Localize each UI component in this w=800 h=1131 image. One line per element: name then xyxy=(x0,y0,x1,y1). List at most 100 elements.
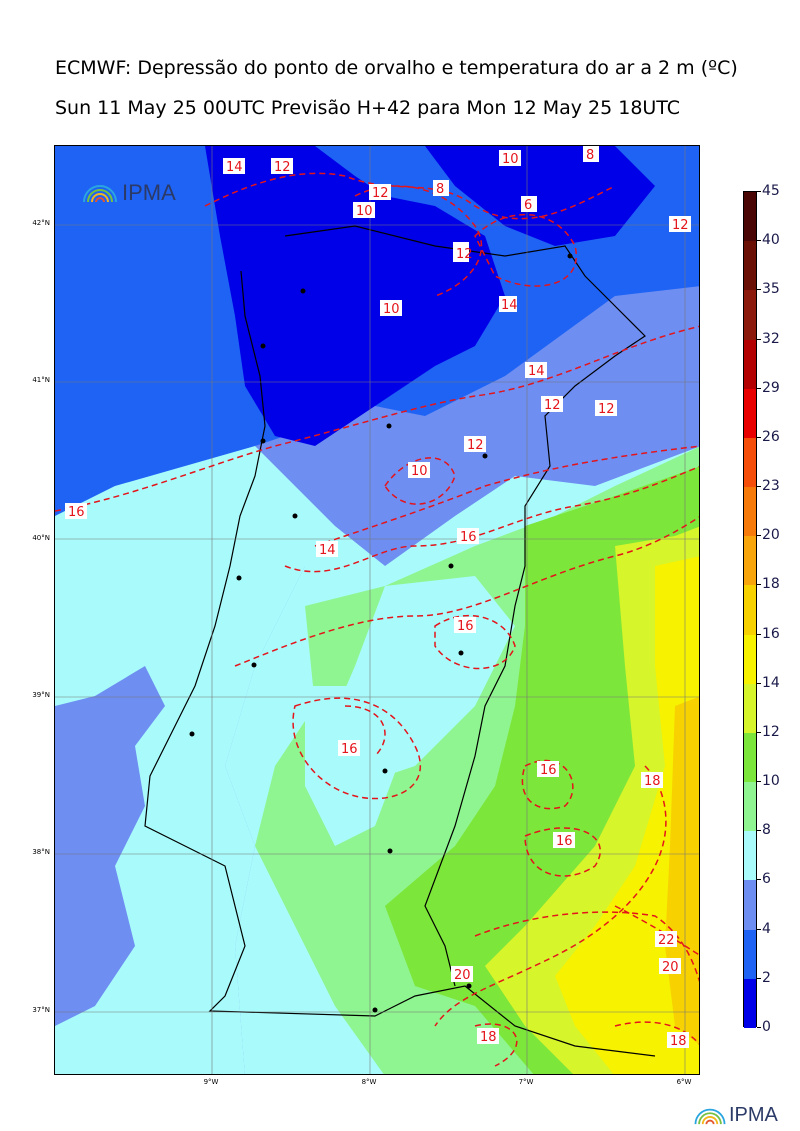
svg-text:12: 12 xyxy=(672,218,689,233)
colorbar-segment xyxy=(744,732,756,783)
colorbar-segment xyxy=(744,782,756,832)
city-dot xyxy=(482,453,488,459)
svg-text:16: 16 xyxy=(540,763,557,778)
lat-label: 38°N xyxy=(32,848,50,856)
colorbar-segment xyxy=(744,241,756,291)
colorbar-segment xyxy=(744,831,756,881)
contour-label: 10 xyxy=(499,150,521,167)
lon-label: 6°W xyxy=(676,1078,692,1086)
colorbar-segment xyxy=(744,487,756,537)
svg-text:16: 16 xyxy=(457,619,474,634)
city-dot xyxy=(372,1007,378,1013)
contour-label: 16 xyxy=(457,528,479,545)
contour-label: 6 xyxy=(521,196,537,213)
contour-label: 16 xyxy=(537,761,559,778)
svg-text:6: 6 xyxy=(524,198,532,213)
colorbar-tick xyxy=(757,731,761,733)
colorbar-tick xyxy=(757,830,761,832)
contour-label: 20 xyxy=(451,966,473,983)
colorbar-tick xyxy=(757,486,761,488)
region-dep-16-18 xyxy=(665,696,699,1045)
lat-label: 40°N xyxy=(32,534,50,542)
city-dot xyxy=(382,768,388,774)
lat-label: 41°N xyxy=(32,376,50,384)
region-ocean-west xyxy=(55,666,165,1026)
lat-label: 42°N xyxy=(32,219,50,227)
contour-label: 16 xyxy=(454,617,476,634)
svg-text:20: 20 xyxy=(454,968,471,983)
svg-text:8: 8 xyxy=(436,182,444,197)
region-dep-6-8-inland-2 xyxy=(305,686,405,846)
colorbar-label: 23 xyxy=(762,478,780,495)
lon-label: 9°W xyxy=(203,1078,219,1086)
colorbar-label: 4 xyxy=(762,920,771,937)
colorbar-tick xyxy=(757,781,761,783)
contour-label: 14 xyxy=(316,541,338,558)
colorbar-label: 14 xyxy=(762,674,780,691)
svg-text:18: 18 xyxy=(644,774,661,789)
colorbar-tick xyxy=(757,191,761,192)
contour-label: 10 xyxy=(380,300,402,317)
contour-label: 10 xyxy=(408,462,430,479)
city-dot xyxy=(260,438,266,444)
contour-label: 8 xyxy=(583,146,599,163)
colorbar-tick xyxy=(757,584,761,586)
colorbar-label: 2 xyxy=(762,969,771,986)
colorbar-label: 29 xyxy=(762,379,780,396)
contour-label: 12 xyxy=(271,158,293,175)
svg-text:10: 10 xyxy=(502,152,519,167)
colorbar-tick xyxy=(757,338,761,340)
contour-label: 16 xyxy=(553,832,575,849)
svg-text:8: 8 xyxy=(586,148,594,163)
colorbar-tick xyxy=(757,535,761,537)
colorbar-label: 10 xyxy=(762,773,780,790)
svg-text:14: 14 xyxy=(501,298,518,313)
colorbar-label: 20 xyxy=(762,527,780,544)
svg-text:20: 20 xyxy=(662,960,679,975)
ipma-map-logo: IPMA xyxy=(82,180,176,206)
contour-label: 22 xyxy=(655,931,677,948)
colorbar-segment xyxy=(744,978,756,1029)
border xyxy=(284,225,646,987)
colorbar-segment xyxy=(744,388,756,439)
city-dot xyxy=(387,848,393,854)
svg-text:12: 12 xyxy=(274,160,291,175)
colorbar-segment xyxy=(744,536,756,586)
contour-label: 12 xyxy=(541,396,563,413)
lat-label: 39°N xyxy=(32,691,50,699)
colorbar xyxy=(743,191,757,1029)
colorbar-segment xyxy=(744,634,756,685)
graticule xyxy=(55,146,699,1074)
lat-label: 37°N xyxy=(32,1006,50,1014)
svg-text:16: 16 xyxy=(556,834,573,849)
colorbar-label: 12 xyxy=(762,723,780,740)
forecast-map[interactable]: 14 12 10 8 6 10 12 8 12 12 10 14 14 12 1… xyxy=(54,145,700,1075)
city-dot xyxy=(567,253,573,259)
ipma-logo-icon xyxy=(694,1108,726,1124)
colorbar-segment xyxy=(744,339,756,390)
colorbar-segment xyxy=(744,929,756,980)
colorbar-tick xyxy=(757,682,761,684)
svg-text:18: 18 xyxy=(480,1030,497,1045)
colorbar-label: 8 xyxy=(762,822,771,839)
colorbar-label: 16 xyxy=(762,625,780,642)
region-dep-0-2-north xyxy=(425,146,655,246)
lon-label: 7°W xyxy=(518,1078,534,1086)
svg-text:12: 12 xyxy=(598,402,615,417)
svg-text:10: 10 xyxy=(383,302,400,317)
city-dot xyxy=(386,423,392,429)
svg-text:12: 12 xyxy=(372,186,389,201)
region-dep-0-2-northwest xyxy=(205,146,505,446)
colorbar-label: 32 xyxy=(762,330,780,347)
colorbar-tick xyxy=(757,977,761,979)
city-dot xyxy=(236,575,242,581)
city-dot xyxy=(292,513,298,519)
colorbar-tick xyxy=(757,289,761,291)
colorbar-label: 35 xyxy=(762,281,780,298)
contour-label: 8 xyxy=(433,180,449,197)
contour-label: 14 xyxy=(499,296,518,313)
svg-text:10: 10 xyxy=(411,464,428,479)
ipma-footer-logo: IPMA xyxy=(693,1104,778,1127)
svg-text:22: 22 xyxy=(658,933,675,948)
lon-label: 8°W xyxy=(361,1078,377,1086)
